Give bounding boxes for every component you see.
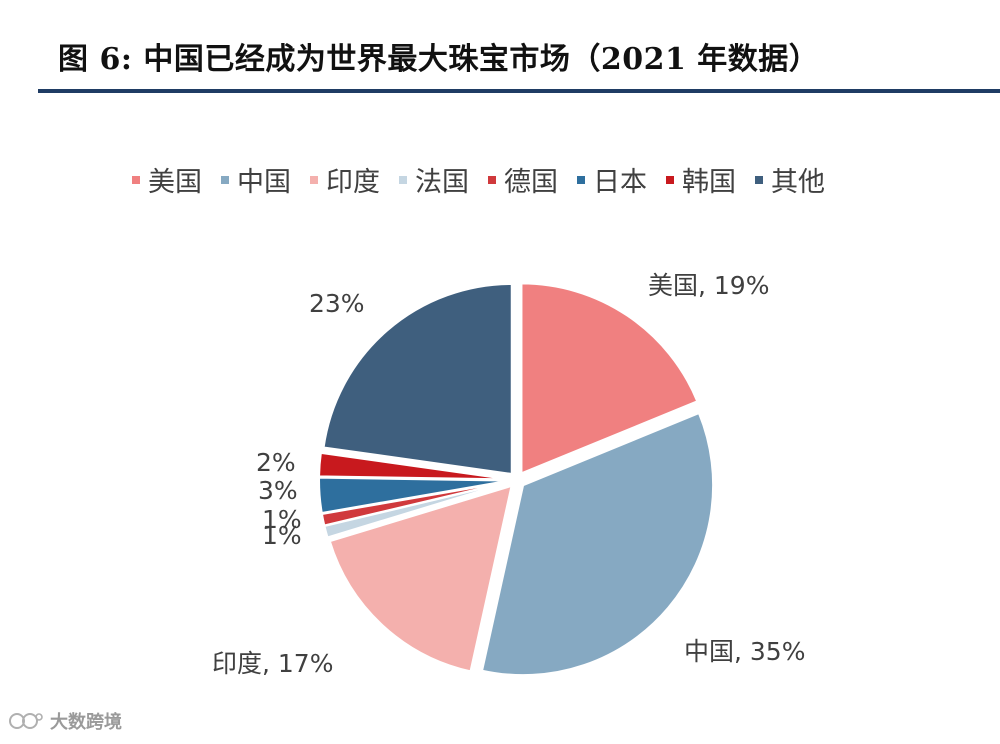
legend-item-6: 韩国: [666, 160, 736, 199]
data-label-5: 3%: [258, 476, 298, 505]
chart-legend: 美国 中国 印度 法国 德国 日本 韩国 其他: [132, 160, 844, 199]
data-label-1: 中国, 35%: [684, 637, 805, 666]
legend-label: 日本: [593, 167, 647, 198]
legend-item-2: 印度: [310, 160, 380, 199]
pie-slice-7: [322, 282, 513, 476]
data-label-2: 印度, 17%: [212, 649, 333, 678]
data-label-3: 1%: [262, 521, 302, 550]
watermark-logo-icon: [9, 713, 43, 729]
pie-slice-5: [318, 476, 510, 515]
title-underline: [38, 89, 1000, 93]
legend-swatch: [666, 175, 674, 184]
legend-swatch: [310, 175, 318, 184]
legend-label: 中国: [237, 167, 291, 198]
legend-swatch: [488, 175, 496, 184]
data-label-0: 美国, 19%: [648, 271, 769, 300]
legend-swatch: [755, 175, 763, 184]
legend-item-1: 中国: [221, 160, 291, 199]
chart-title: 图 6: 中国已经成为世界最大珠宝市场（2021 年数据）: [58, 42, 820, 77]
legend-label: 韩国: [682, 167, 736, 198]
legend-label: 美国: [148, 167, 202, 198]
legend-label: 其他: [771, 167, 825, 198]
data-label-4: 1%: [262, 505, 302, 534]
pie-slices: [318, 282, 715, 677]
legend-item-7: 其他: [755, 160, 825, 199]
data-label-6: 2%: [256, 448, 296, 477]
pie-labels: 美国, 19%中国, 35%印度, 17%1%1%3%2%23%: [212, 271, 805, 678]
pie-slice-0: [520, 282, 699, 475]
legend-item-3: 法国: [399, 160, 469, 199]
legend-swatch: [132, 175, 140, 184]
data-label-7: 23%: [309, 289, 365, 318]
legend-item-4: 德国: [488, 160, 558, 199]
pie-slice-1: [480, 411, 715, 677]
watermark-text: 大数跨境: [50, 712, 122, 733]
legend-label: 法国: [415, 167, 469, 198]
legend-item-5: 日本: [577, 160, 647, 199]
pie-slice-2: [328, 484, 513, 673]
legend-swatch: [399, 175, 407, 184]
legend-item-0: 美国: [132, 160, 202, 199]
pie-slice-6: [318, 451, 510, 481]
legend-swatch: [577, 175, 585, 184]
legend-swatch: [221, 175, 229, 184]
legend-label: 印度: [326, 167, 380, 198]
watermark: 大数跨境: [8, 708, 122, 734]
legend-label: 德国: [504, 167, 558, 198]
